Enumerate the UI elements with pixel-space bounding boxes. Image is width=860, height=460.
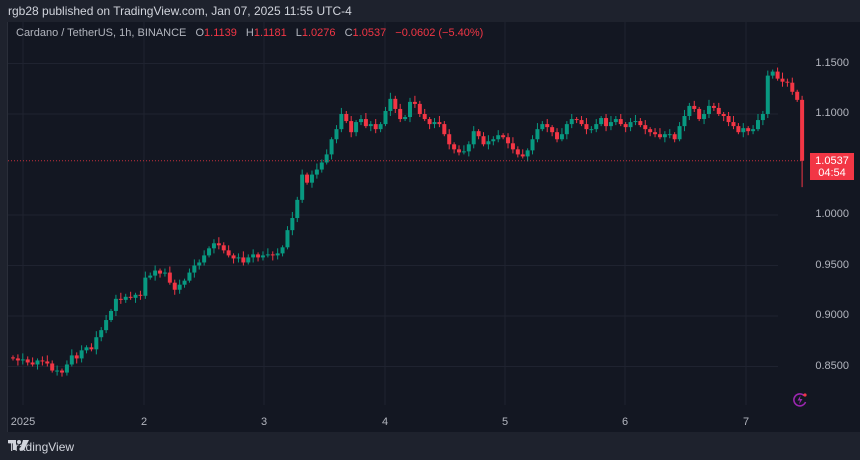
close-value: 1.0537 bbox=[352, 27, 387, 39]
last-price: 1.0537 bbox=[815, 155, 849, 167]
time-tick-label: 6 bbox=[621, 416, 629, 428]
low-value: 1.0276 bbox=[301, 27, 336, 39]
time-tick-label: 7 bbox=[742, 416, 750, 428]
chart-panel[interactable]: Cardano / TetherUS, 1h, BINANCE O1.1139 … bbox=[7, 22, 860, 432]
tradingview-logo-icon bbox=[8, 440, 29, 450]
price-tick-label: 0.8500 bbox=[815, 359, 849, 372]
low-label: L bbox=[295, 27, 302, 39]
price-tick-label: 1.0000 bbox=[815, 208, 849, 220]
symbol-legend: Cardano / TetherUS, 1h, BINANCE O1.1139 … bbox=[16, 27, 483, 39]
price-tick-label: 0.9000 bbox=[815, 309, 849, 321]
lightning-alert-icon[interactable] bbox=[792, 392, 808, 408]
high-value: 1.1181 bbox=[253, 27, 287, 39]
published-header: rgb28 published on TradingView.com, Jan … bbox=[8, 4, 352, 18]
time-tick-label: 4 bbox=[381, 416, 389, 428]
change-value: −0.0602 (−5.40%) bbox=[395, 27, 484, 39]
time-tick-label: 3 bbox=[260, 416, 268, 428]
price-tick-label: 0.9500 bbox=[815, 258, 849, 271]
last-price-tag: 1.0537 04:54 bbox=[810, 153, 854, 180]
price-tick-label: 1.1000 bbox=[815, 107, 849, 119]
price-tick-label: 1.1500 bbox=[815, 56, 849, 69]
bar-countdown: 04:54 bbox=[818, 167, 846, 179]
candlestick-chart[interactable] bbox=[8, 22, 860, 432]
time-tick-label: 2025 bbox=[10, 416, 36, 428]
high-label: H bbox=[245, 27, 254, 39]
symbol-label: Cardano / TetherUS, 1h, BINANCE bbox=[16, 27, 187, 39]
close-label: C bbox=[344, 27, 353, 39]
time-tick-label: 2 bbox=[140, 416, 148, 428]
tradingview-footer: TradingView bbox=[8, 440, 74, 454]
open-label: O bbox=[195, 27, 205, 39]
open-value: 1.1139 bbox=[204, 27, 237, 39]
time-tick-label: 5 bbox=[501, 416, 509, 428]
